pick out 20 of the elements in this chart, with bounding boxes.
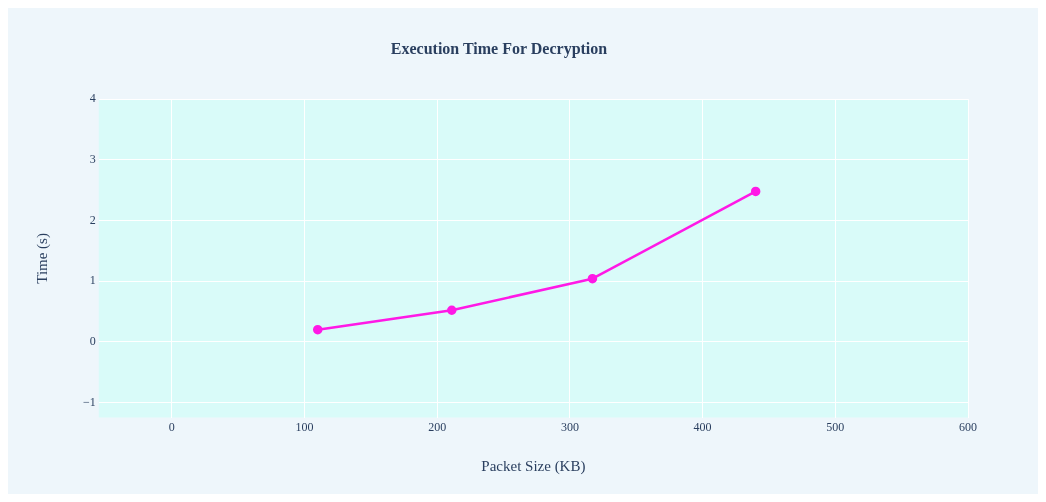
chart-title: Execution Time For Decryption: [390, 39, 608, 58]
point: [312, 324, 323, 335]
y-tick-label: −1: [82, 394, 96, 409]
y-tick-label: 3: [89, 152, 96, 166]
point: [447, 305, 457, 315]
x-tick-label: 200: [428, 419, 447, 434]
x-axis-title: Packet Size (KB): [481, 457, 586, 475]
point: [587, 273, 598, 284]
x-tick-label: 0: [168, 419, 175, 434]
y-tick-label: 1: [89, 273, 96, 288]
x-tick-label: 300: [560, 419, 579, 434]
y-tick-label: 2: [89, 212, 96, 227]
y-axis-title: Time (s): [33, 233, 51, 284]
point: [750, 186, 761, 197]
y-tick-label: 0: [89, 333, 96, 348]
x-tick-label: 600: [959, 419, 977, 434]
x-tick-label: 500: [826, 419, 845, 434]
x-tick-label: 100: [295, 419, 314, 434]
x-tick-label: 400: [693, 419, 712, 434]
y-tick-label: 4: [89, 91, 96, 106]
